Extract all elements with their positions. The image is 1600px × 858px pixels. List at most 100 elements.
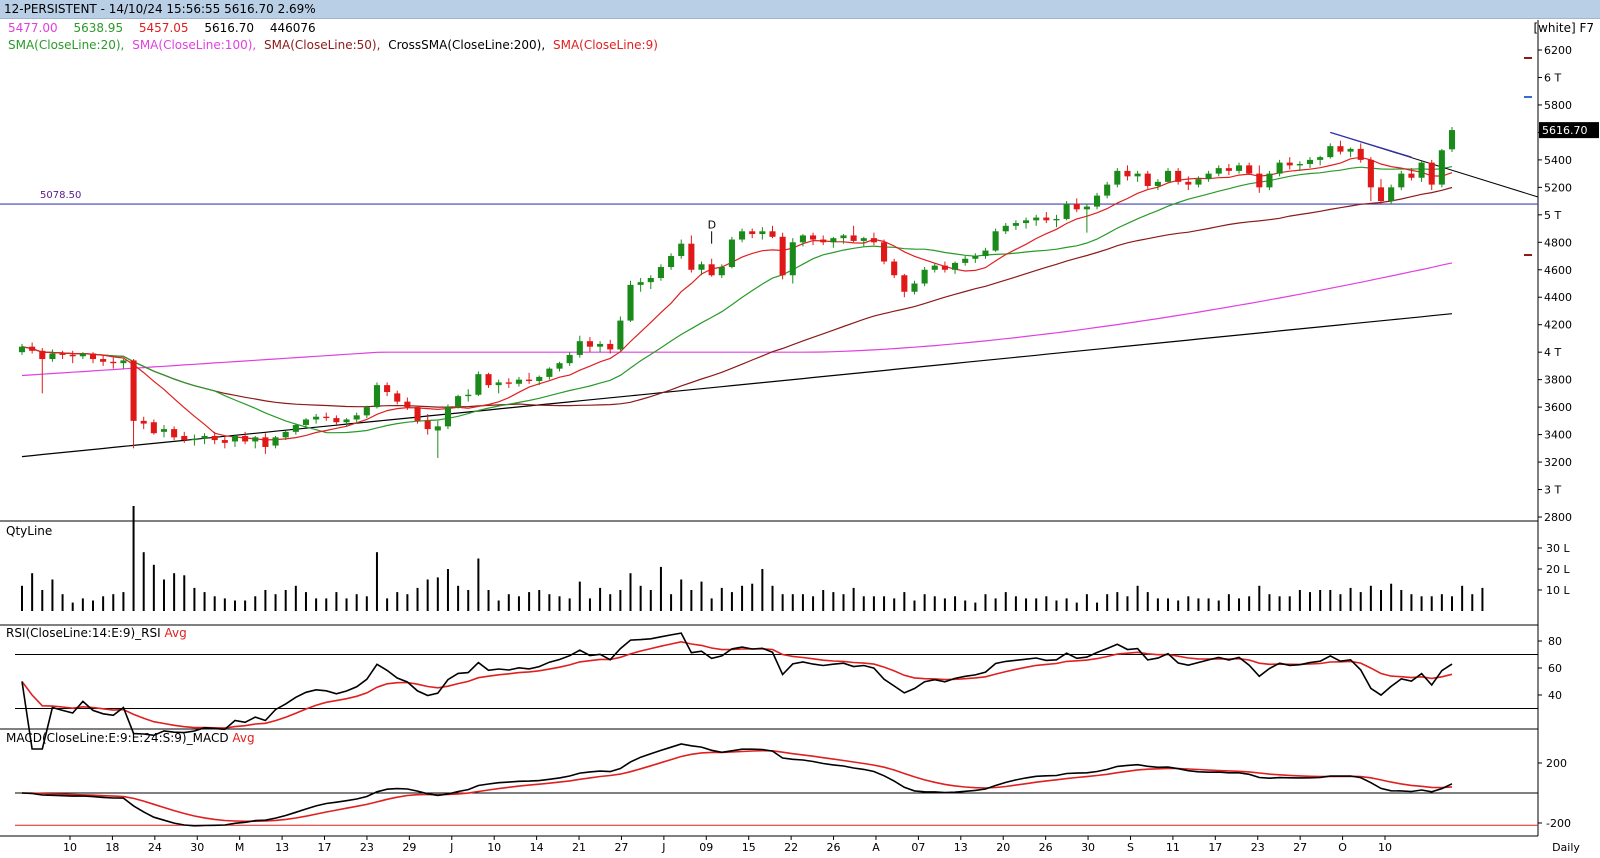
x-axis-label: 17 xyxy=(1208,841,1222,854)
candle-body xyxy=(1185,181,1192,185)
price-axis-label: 4600 xyxy=(1544,264,1572,277)
candle-body xyxy=(384,385,391,393)
price-axis-label: 3800 xyxy=(1544,374,1572,387)
x-axis-label: 18 xyxy=(105,841,119,854)
candle-body xyxy=(739,231,746,240)
candle-body xyxy=(1104,184,1111,196)
candle-body xyxy=(181,435,188,441)
candle-body xyxy=(1033,217,1040,221)
macd-avg-label: Avg xyxy=(232,731,255,745)
x-axis-label: 10 xyxy=(63,841,77,854)
candle-body xyxy=(1073,203,1080,210)
candle-body xyxy=(465,394,472,397)
x-axis-label: J xyxy=(449,841,453,854)
candle-body xyxy=(526,379,533,382)
candle-body xyxy=(576,341,583,355)
candle-body xyxy=(211,435,218,441)
trendline-blue xyxy=(1330,131,1412,158)
candle-body xyxy=(343,419,350,423)
candle-body xyxy=(1175,170,1182,182)
candle-body xyxy=(1408,173,1415,178)
x-axis-label: 29 xyxy=(402,841,416,854)
x-axis-label: 13 xyxy=(275,841,289,854)
candle-body xyxy=(242,435,249,442)
x-axis-label: 30 xyxy=(190,841,204,854)
volume-axis-label: 30 L xyxy=(1546,542,1570,555)
candle-body xyxy=(333,418,340,423)
price-axis-label: 5 T xyxy=(1544,209,1561,222)
candle-body xyxy=(1256,173,1263,188)
candle-body xyxy=(657,267,664,279)
support-line-label: 5078.50 xyxy=(40,190,81,201)
candle-body xyxy=(688,243,695,270)
candle-body xyxy=(39,350,46,360)
macd-avg-line xyxy=(21,749,1453,823)
candle-body xyxy=(911,283,918,292)
candle-body xyxy=(272,437,279,446)
candle-body xyxy=(1043,217,1050,221)
price-axis-label: 6200 xyxy=(1544,44,1572,57)
color-scheme-label[interactable]: [white] F7 xyxy=(1533,21,1594,35)
legend-sma20[interactable]: SMA(CloseLine:20), xyxy=(8,38,125,52)
candle-body xyxy=(1296,164,1303,166)
x-axis-label: 26 xyxy=(827,841,841,854)
candle-body xyxy=(1093,195,1101,207)
legend-sma100[interactable]: SMA(CloseLine:100), xyxy=(132,38,257,52)
sma20-line xyxy=(21,166,1453,434)
rsi-title-text: RSI(CloseLine:14:E:9)_RSI xyxy=(6,626,161,640)
candle-body xyxy=(485,374,492,386)
candle-body xyxy=(1225,168,1232,171)
rsi-axis-label: 60 xyxy=(1548,662,1562,675)
candle-body xyxy=(1134,173,1141,177)
macd-title-text: MACD(CloseLine:E:9:E:24:S:9)_MACD xyxy=(6,731,229,745)
candle-body xyxy=(323,416,330,419)
candle-body xyxy=(891,261,898,276)
rsi-line xyxy=(21,632,1453,750)
candle-body xyxy=(749,231,756,235)
price-axis-label: 3 T xyxy=(1544,484,1561,497)
macd-axis-label: 200 xyxy=(1546,757,1567,770)
candle-body xyxy=(1286,162,1293,166)
candle-body xyxy=(313,416,320,420)
candle-body xyxy=(160,429,168,432)
macd-axis: 200 -200 xyxy=(1538,757,1571,830)
rsi-axis-label: 40 xyxy=(1548,689,1562,702)
volume-axis-label: 10 L xyxy=(1546,584,1570,597)
price-axis-label: 4800 xyxy=(1544,236,1572,249)
legend-sma9[interactable]: SMA(CloseLine:9) xyxy=(552,38,658,52)
candle-body xyxy=(191,438,198,441)
candle-body xyxy=(1053,218,1060,221)
candle-body xyxy=(444,407,451,427)
price-axis-label: 4400 xyxy=(1544,291,1572,304)
candle-body xyxy=(414,407,421,421)
x-axis-label: O xyxy=(1338,841,1347,854)
x-axis-label: 21 xyxy=(572,841,586,854)
candle-body xyxy=(373,385,381,408)
candle-body xyxy=(1357,148,1364,160)
candle-body xyxy=(434,426,441,431)
candle-body xyxy=(1337,146,1344,152)
x-axis-label: 26 xyxy=(1039,841,1053,854)
candle-body xyxy=(708,264,715,276)
candle-body xyxy=(952,262,959,270)
candle-body xyxy=(810,235,817,240)
candle-body xyxy=(505,382,512,384)
rsi-axis-label: 80 xyxy=(1548,635,1562,648)
candle-body xyxy=(1023,220,1030,224)
open-value: 5477.00 xyxy=(8,21,58,35)
candle-body xyxy=(29,346,36,351)
candle-body xyxy=(941,265,948,270)
candle-body xyxy=(698,264,705,270)
candle-body xyxy=(292,424,299,432)
candle-body xyxy=(59,353,66,355)
candle-body xyxy=(668,256,675,268)
legend-crosssma200[interactable]: CrossSMA(CloseLine:200), xyxy=(388,38,546,52)
candle-body xyxy=(1276,162,1283,174)
candle-body xyxy=(718,267,725,276)
candle-body xyxy=(110,361,117,364)
candle-body xyxy=(1154,181,1161,186)
legend-sma50[interactable]: SMA(CloseLine:50), xyxy=(264,38,381,52)
candles xyxy=(18,127,1456,458)
candle-body xyxy=(252,437,259,442)
